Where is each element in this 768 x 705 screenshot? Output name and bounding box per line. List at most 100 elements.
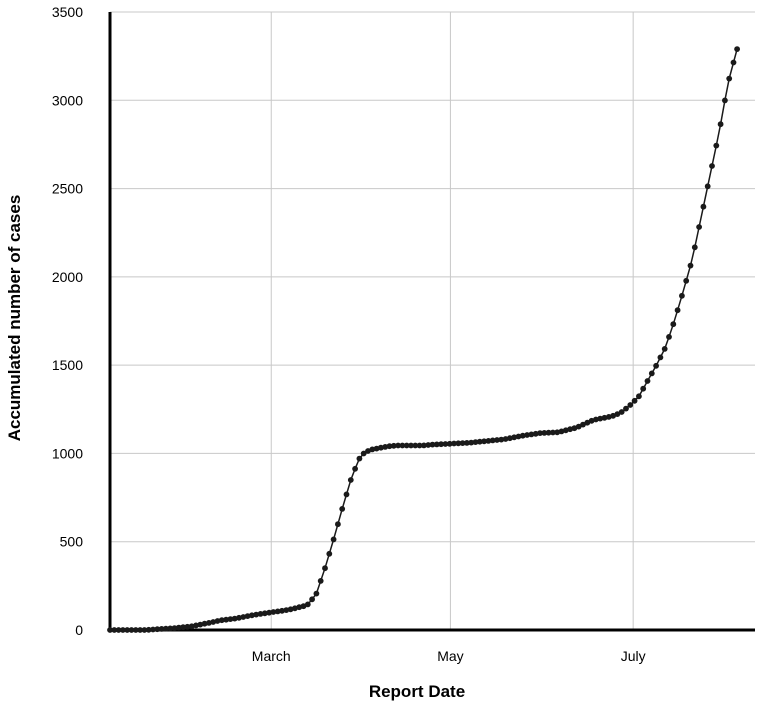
data-point [618, 409, 625, 415]
data-point [726, 75, 733, 82]
data-point [188, 623, 195, 630]
data-point [502, 436, 509, 442]
data-point [679, 292, 685, 299]
data-point [369, 446, 376, 453]
data-point [378, 444, 384, 451]
data-point [464, 440, 470, 446]
data-point [597, 415, 604, 422]
data-point [455, 440, 462, 447]
data-point [270, 609, 277, 615]
y-tick-label: 2500 [52, 181, 83, 197]
data-point [623, 405, 629, 412]
data-point [261, 610, 268, 617]
data-point [158, 626, 165, 632]
y-tick-label: 2000 [52, 269, 83, 285]
data-point [395, 442, 401, 449]
grid [110, 11, 755, 630]
data-point [507, 435, 513, 442]
data-point [674, 307, 681, 314]
data-point [451, 440, 457, 447]
data-point [309, 596, 315, 603]
data-point [593, 416, 599, 423]
data-point [644, 378, 651, 384]
data-point [163, 625, 169, 632]
data-point [648, 370, 655, 377]
data-point [193, 622, 199, 629]
data-point [167, 625, 174, 632]
y-tick-label: 3500 [52, 4, 83, 20]
data-point [154, 626, 161, 633]
data-point [734, 46, 740, 52]
data-point [481, 438, 487, 445]
x-axis-title: Report Date [369, 682, 465, 701]
data-point [197, 621, 204, 628]
data-point [373, 445, 380, 452]
data-point [128, 627, 135, 633]
data-point [330, 536, 337, 543]
data-point [670, 321, 677, 328]
data-point [335, 521, 341, 528]
data-point [683, 277, 690, 284]
y-tick-label: 0 [75, 622, 83, 638]
data-point [489, 437, 496, 444]
data-point [730, 59, 737, 66]
data-point [180, 624, 187, 631]
data-point [386, 443, 393, 450]
data-point [537, 430, 543, 436]
data-point [614, 411, 621, 417]
data-point [399, 442, 406, 449]
data-point [236, 614, 242, 621]
data-point [421, 442, 427, 449]
data-point [515, 433, 522, 440]
data-point [446, 440, 453, 447]
data-point [313, 590, 320, 597]
data-point [485, 438, 492, 444]
data-point [317, 578, 324, 584]
data-point [150, 626, 156, 633]
data-point [709, 163, 715, 169]
data-point [541, 430, 548, 436]
data-point [691, 244, 698, 251]
data-point [171, 625, 178, 631]
data-point [528, 431, 535, 438]
data-point [145, 626, 152, 633]
y-tick-label: 3000 [52, 92, 83, 108]
data-point [382, 444, 389, 450]
data-point [111, 627, 118, 633]
data-point [244, 613, 251, 619]
data-point [631, 397, 638, 404]
data-point [687, 262, 694, 269]
data-point [498, 436, 505, 443]
data-point [352, 465, 358, 472]
data-point [666, 334, 672, 340]
data-point [575, 423, 582, 430]
y-tick-labels: 0 500 1000 1500 2000 2500 3000 3500 [52, 4, 83, 638]
data-points [107, 46, 740, 633]
data-point [511, 434, 518, 441]
data-point [696, 224, 702, 230]
data-point [347, 477, 354, 483]
data-point [717, 121, 724, 128]
x-tick-label: July [621, 648, 646, 664]
data-point [416, 442, 423, 449]
data-point [442, 441, 449, 447]
data-point [408, 442, 414, 449]
x-tick-labels: March May July [252, 648, 646, 664]
data-point [257, 611, 264, 617]
data-point [201, 620, 208, 627]
data-point [722, 97, 728, 104]
data-point [218, 617, 225, 624]
data-point [412, 442, 419, 449]
data-point [279, 607, 285, 614]
data-point [326, 550, 333, 557]
data-point [713, 142, 720, 149]
data-point [115, 627, 122, 633]
data-point [640, 385, 647, 392]
data-point [184, 623, 191, 630]
data-point [132, 627, 139, 633]
data-point [494, 437, 500, 443]
data-point [304, 601, 311, 608]
data-point [223, 616, 230, 623]
data-point [704, 183, 711, 190]
data-point [554, 429, 561, 436]
